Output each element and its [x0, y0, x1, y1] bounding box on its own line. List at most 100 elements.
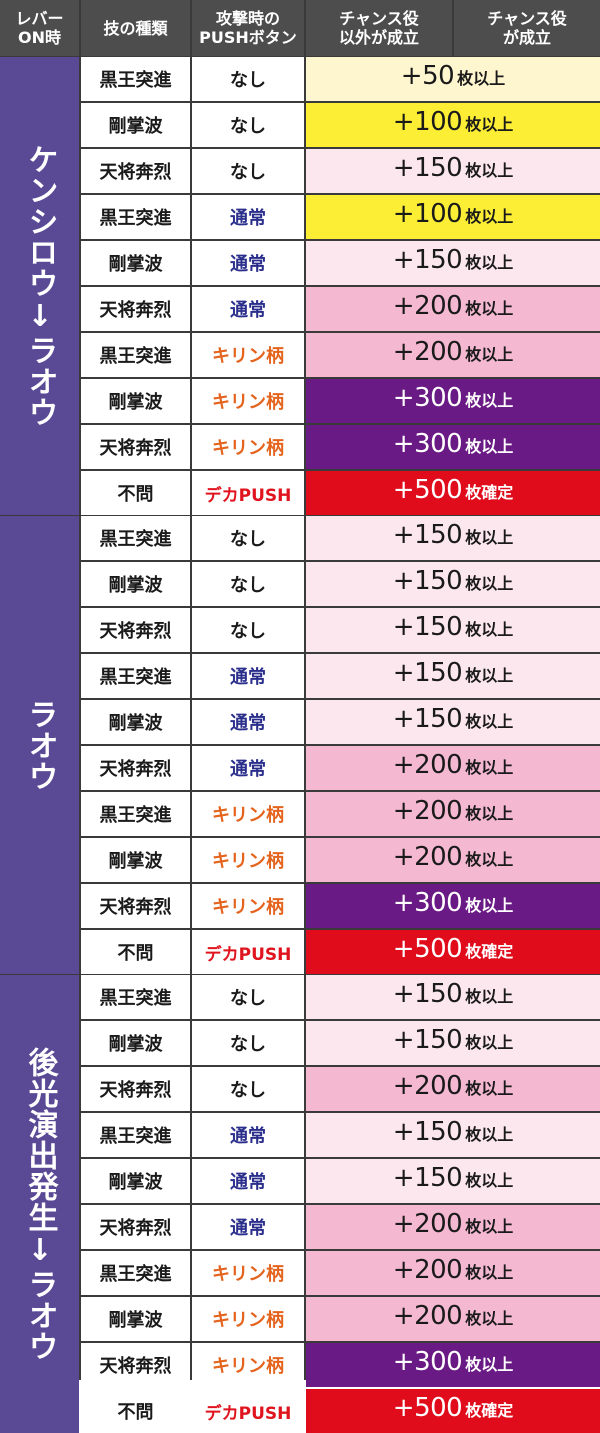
result-bonus: +300 — [392, 429, 463, 459]
result-unit: 枚以上 — [465, 207, 514, 226]
push-button-cell: デカPUSH — [192, 930, 304, 974]
technique-cell: 天将奔烈 — [81, 1343, 190, 1387]
group-label: ラオウ — [22, 698, 58, 792]
result-unit: 枚確定 — [465, 483, 514, 502]
result-cell: +50 枚以上 — [306, 57, 600, 101]
result-unit: 枚以上 — [465, 1033, 514, 1052]
technique-cell: 天将奔烈 — [81, 1067, 190, 1111]
result-cell: +150 枚以上 — [306, 654, 600, 698]
push-button-cell: 通常 — [192, 241, 304, 285]
result-bonus: +300 — [392, 1347, 463, 1377]
result-unit: 枚以上 — [465, 437, 514, 456]
result-bonus: +200 — [392, 337, 463, 367]
technique-cell: 剛掌波 — [81, 1297, 190, 1341]
header-chance: チャンス役 が成立 — [454, 0, 600, 56]
result-unit: 枚以上 — [465, 1263, 514, 1282]
result-cell: +300 枚以上 — [306, 425, 600, 469]
push-button-cell: なし — [192, 975, 304, 1019]
result-cell: +150 枚以上 — [306, 149, 600, 193]
result-cell: +300 枚以上 — [306, 884, 600, 928]
technique-cell: 黒王突進 — [81, 654, 190, 698]
group-label: ケンシロウ↓ラオウ — [22, 144, 58, 428]
push-button-cell: 通常 — [192, 1113, 304, 1157]
technique-cell: 天将奔烈 — [81, 1205, 190, 1249]
result-cell: +150 枚以上 — [306, 1113, 600, 1157]
result-bonus: +150 — [392, 245, 463, 275]
technique-cell: 剛掌波 — [81, 103, 190, 147]
push-button-cell: キリン柄 — [192, 425, 304, 469]
result-cell: +200 枚以上 — [306, 1297, 600, 1341]
technique-cell: 黒王突進 — [81, 333, 190, 377]
push-button-cell: キリン柄 — [192, 379, 304, 423]
result-unit: 枚以上 — [465, 620, 514, 639]
result-cell: +300 枚以上 — [306, 1343, 600, 1387]
result-cell: +500 枚確定 — [306, 471, 600, 515]
group-label: 後光演出発生↓ラオウ — [22, 1046, 58, 1362]
result-bonus: +150 — [392, 1025, 463, 1055]
result-unit: 枚以上 — [465, 1125, 514, 1144]
result-unit: 枚以上 — [465, 987, 514, 1006]
result-cell: +150 枚以上 — [306, 1159, 600, 1203]
push-button-cell: 通常 — [192, 1205, 304, 1249]
header-push-button: 攻撃時の PUSHボタン — [192, 0, 304, 56]
technique-cell: 天将奔烈 — [81, 746, 190, 790]
push-button-cell: なし — [192, 1021, 304, 1065]
result-unit: 枚以上 — [465, 1355, 514, 1374]
technique-cell: 天将奔烈 — [81, 608, 190, 652]
result-cell: +200 枚以上 — [306, 792, 600, 836]
result-cell: +200 枚以上 — [306, 1067, 600, 1111]
result-bonus: +150 — [392, 658, 463, 688]
push-button-cell: デカPUSH — [192, 1389, 304, 1433]
result-cell: +200 枚以上 — [306, 333, 600, 377]
push-button-cell: なし — [192, 516, 304, 560]
result-unit: 枚以上 — [465, 1217, 514, 1236]
result-cell: +100 枚以上 — [306, 195, 600, 239]
result-bonus: +500 — [392, 1393, 463, 1423]
header-lever-on: レバー ON時 — [0, 0, 79, 56]
push-button-cell: キリン柄 — [192, 1343, 304, 1387]
result-bonus: +200 — [392, 1301, 463, 1331]
result-unit: 枚以上 — [465, 1171, 514, 1190]
result-cell: +150 枚以上 — [306, 608, 600, 652]
result-bonus: +150 — [392, 566, 463, 596]
technique-cell: 黒王突進 — [81, 516, 190, 560]
result-bonus: +150 — [392, 1163, 463, 1193]
technique-cell: 剛掌波 — [81, 562, 190, 606]
result-cell: +200 枚以上 — [306, 838, 600, 882]
result-cell: +150 枚以上 — [306, 1021, 600, 1065]
result-cell: +300 枚以上 — [306, 379, 600, 423]
push-button-cell: なし — [192, 149, 304, 193]
technique-cell: 天将奔烈 — [81, 287, 190, 331]
header-technique: 技の種類 — [81, 0, 190, 56]
technique-cell: 不問 — [81, 471, 190, 515]
result-bonus: +150 — [392, 1117, 463, 1147]
push-button-cell: 通常 — [192, 195, 304, 239]
result-unit: 枚以上 — [465, 253, 514, 272]
result-unit: 枚以上 — [465, 666, 514, 685]
push-button-cell: キリン柄 — [192, 792, 304, 836]
technique-cell: 黒王突進 — [81, 792, 190, 836]
result-bonus: +150 — [392, 979, 463, 1009]
technique-cell: 天将奔烈 — [81, 884, 190, 928]
group-label-cell: 後光演出発生↓ラオウ — [0, 975, 79, 1433]
result-cell: +150 枚以上 — [306, 975, 600, 1019]
result-unit: 枚以上 — [465, 1079, 514, 1098]
result-unit: 枚以上 — [465, 804, 514, 823]
result-bonus: +200 — [392, 796, 463, 826]
result-unit: 枚以上 — [465, 850, 514, 869]
result-bonus: +300 — [392, 888, 463, 918]
result-cell: +150 枚以上 — [306, 516, 600, 560]
technique-cell: 剛掌波 — [81, 700, 190, 744]
push-button-cell: キリン柄 — [192, 1297, 304, 1341]
result-cell: +150 枚以上 — [306, 241, 600, 285]
push-button-cell: なし — [192, 103, 304, 147]
technique-cell: 不問 — [81, 930, 190, 974]
result-bonus: +200 — [392, 1071, 463, 1101]
technique-cell: 黒王突進 — [81, 57, 190, 101]
technique-cell: 剛掌波 — [81, 1159, 190, 1203]
technique-cell: 不問 — [81, 1389, 190, 1433]
result-bonus: +150 — [392, 520, 463, 550]
technique-cell: 天将奔烈 — [81, 425, 190, 469]
result-cell: +200 枚以上 — [306, 1205, 600, 1249]
